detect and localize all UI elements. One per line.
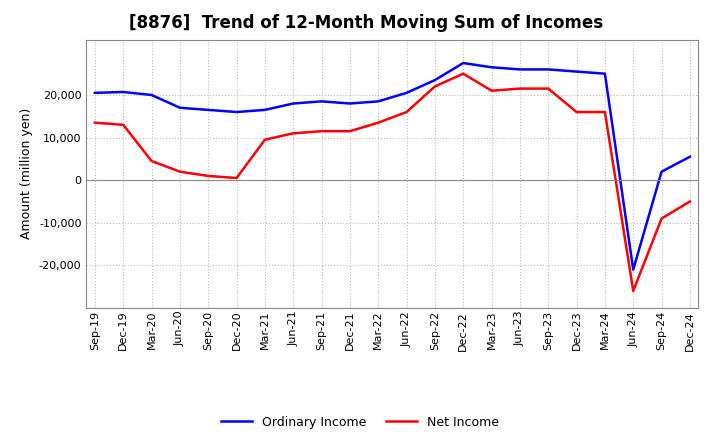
Net Income	[685, 199, 694, 204]
Y-axis label: Amount (million yen): Amount (million yen)	[20, 108, 33, 239]
Ordinary Income	[629, 267, 637, 272]
Ordinary Income	[204, 107, 212, 113]
Ordinary Income	[685, 154, 694, 159]
Net Income	[176, 169, 184, 174]
Net Income	[91, 120, 99, 125]
Net Income	[657, 216, 666, 221]
Ordinary Income	[289, 101, 297, 106]
Net Income	[261, 137, 269, 143]
Ordinary Income	[346, 101, 354, 106]
Ordinary Income	[233, 110, 241, 115]
Ordinary Income	[91, 90, 99, 95]
Ordinary Income	[318, 99, 326, 104]
Ordinary Income	[119, 89, 127, 95]
Net Income	[629, 288, 637, 293]
Net Income	[374, 120, 382, 125]
Text: [8876]  Trend of 12-Month Moving Sum of Incomes: [8876] Trend of 12-Month Moving Sum of I…	[130, 15, 603, 33]
Net Income	[119, 122, 127, 128]
Ordinary Income	[572, 69, 581, 74]
Ordinary Income	[600, 71, 609, 76]
Line: Net Income: Net Income	[95, 73, 690, 291]
Ordinary Income	[657, 169, 666, 174]
Ordinary Income	[148, 92, 156, 98]
Ordinary Income	[402, 90, 411, 95]
Net Income	[544, 86, 552, 91]
Legend: Ordinary Income, Net Income: Ordinary Income, Net Income	[216, 411, 504, 434]
Ordinary Income	[487, 65, 496, 70]
Net Income	[487, 88, 496, 93]
Net Income	[600, 110, 609, 115]
Ordinary Income	[431, 77, 439, 83]
Ordinary Income	[516, 67, 524, 72]
Net Income	[148, 158, 156, 164]
Ordinary Income	[544, 67, 552, 72]
Ordinary Income	[374, 99, 382, 104]
Ordinary Income	[459, 60, 467, 66]
Net Income	[431, 84, 439, 89]
Ordinary Income	[261, 107, 269, 113]
Net Income	[318, 128, 326, 134]
Net Income	[233, 176, 241, 181]
Line: Ordinary Income: Ordinary Income	[95, 63, 690, 270]
Net Income	[572, 110, 581, 115]
Ordinary Income	[176, 105, 184, 110]
Net Income	[289, 131, 297, 136]
Net Income	[346, 128, 354, 134]
Net Income	[204, 173, 212, 179]
Net Income	[402, 110, 411, 115]
Net Income	[459, 71, 467, 76]
Net Income	[516, 86, 524, 91]
